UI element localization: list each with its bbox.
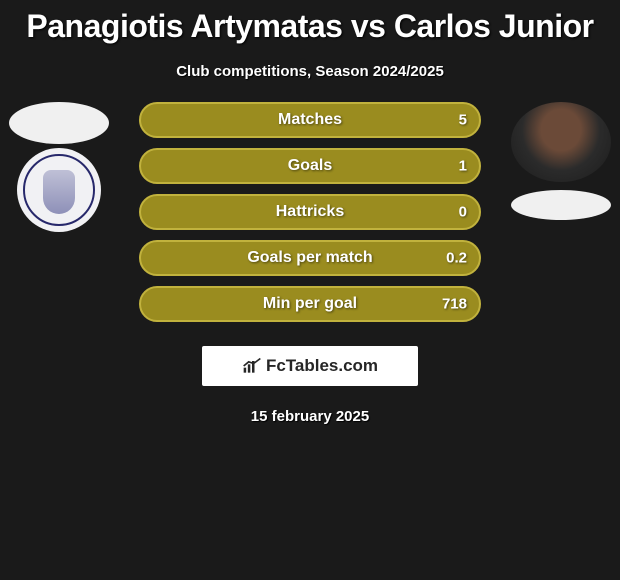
date-label: 15 february 2025 bbox=[0, 408, 620, 425]
stat-row-goals: Goals 1 bbox=[139, 148, 481, 184]
player-right-panel bbox=[506, 102, 616, 220]
stat-label: Min per goal bbox=[263, 295, 357, 313]
stat-right-value: 0 bbox=[459, 204, 467, 221]
page-title: Panagiotis Artymatas vs Carlos Junior bbox=[0, 8, 620, 45]
player-left-avatar bbox=[9, 102, 109, 144]
club-crest-figure bbox=[43, 170, 75, 214]
comparison-infographic: Panagiotis Artymatas vs Carlos Junior Cl… bbox=[0, 0, 620, 425]
stats-list: Matches 5 Goals 1 Hattricks 0 Goals per … bbox=[139, 102, 481, 322]
stat-right-value: 718 bbox=[442, 296, 467, 313]
subtitle: Club competitions, Season 2024/2025 bbox=[0, 63, 620, 80]
stat-label: Matches bbox=[278, 111, 342, 129]
stat-row-hattricks: Hattricks 0 bbox=[139, 194, 481, 230]
watermark: FcTables.com bbox=[202, 346, 418, 386]
player-left-panel bbox=[4, 102, 114, 232]
stat-row-goals-per-match: Goals per match 0.2 bbox=[139, 240, 481, 276]
stat-label: Goals bbox=[288, 157, 332, 175]
content-area: Matches 5 Goals 1 Hattricks 0 Goals per … bbox=[0, 102, 620, 332]
player-left-club-logo bbox=[17, 148, 101, 232]
stat-right-value: 5 bbox=[459, 112, 467, 129]
stat-row-matches: Matches 5 bbox=[139, 102, 481, 138]
stat-label: Goals per match bbox=[247, 249, 372, 267]
stat-right-value: 0.2 bbox=[446, 250, 467, 267]
stat-label: Hattricks bbox=[276, 203, 344, 221]
watermark-text: FcTables.com bbox=[266, 356, 378, 376]
player-right-club-logo bbox=[511, 190, 611, 220]
stat-row-min-per-goal: Min per goal 718 bbox=[139, 286, 481, 322]
player-right-avatar bbox=[511, 102, 611, 182]
stat-right-value: 1 bbox=[459, 158, 467, 175]
chart-icon bbox=[242, 357, 262, 375]
